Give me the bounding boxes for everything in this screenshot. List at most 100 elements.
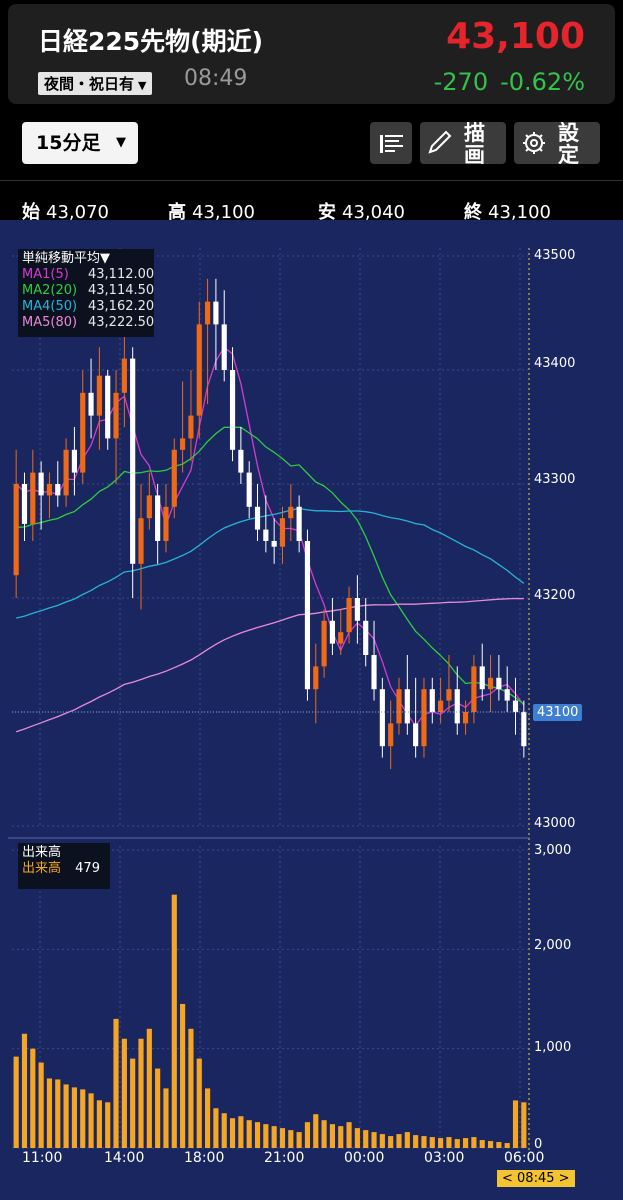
volume-bar (379, 1134, 385, 1148)
volume-bar (63, 1084, 69, 1148)
volume-bar (46, 1078, 53, 1148)
candle-body (487, 677, 494, 690)
volume-bar (13, 1056, 19, 1148)
change-value: -270 (433, 68, 489, 96)
candle-body (205, 301, 211, 325)
candle-body (55, 484, 61, 496)
candle-body (180, 438, 186, 450)
quote-time: 08:49 (184, 66, 248, 91)
high-value: 43,100 (192, 202, 255, 223)
candle-body (329, 620, 335, 644)
volume-bar (254, 1122, 261, 1148)
ma-name: MA5(80) (22, 315, 78, 330)
volume-bar (130, 1058, 136, 1148)
candle-body (288, 506, 294, 519)
candle-body (263, 529, 269, 541)
high-label: 高 (168, 202, 186, 223)
price-tick: 43300 (534, 472, 576, 487)
session-selector[interactable]: 夜間・祝日有 ▼ (38, 72, 153, 95)
instrument-title: 日経225先物(期近) (38, 27, 264, 56)
volume-bar (413, 1135, 419, 1148)
volume-bar (346, 1122, 352, 1148)
candle-body (96, 375, 102, 416)
timeframe-label: 15分足 (36, 132, 101, 154)
quote-header: 日経225先物(期近) 43,100 夜間・祝日有 ▼ 08:49 -270 -0.… (8, 4, 615, 104)
volume-bar (329, 1124, 335, 1148)
price-change: -270 -0.62% (434, 68, 585, 96)
candle-body (121, 358, 127, 393)
candle-body (404, 689, 410, 724)
price-tick: 43500 (534, 248, 576, 263)
candle-body (313, 666, 319, 690)
volume-tick: 1,000 (534, 1040, 572, 1055)
volume-bar (304, 1122, 311, 1148)
ma-name: MA1(5) (22, 267, 69, 282)
volume-bar (354, 1128, 360, 1148)
candle-body (446, 689, 452, 701)
candle-body (30, 472, 36, 524)
volume-bar (338, 1126, 344, 1148)
volume-bar (396, 1134, 402, 1148)
gear-icon (523, 132, 545, 154)
time-tick: 14:00 (104, 1150, 145, 1166)
candle-body (379, 689, 385, 747)
settings-button[interactable]: 設定 (514, 122, 600, 164)
candle-body (46, 484, 53, 496)
ma-legend-item: MA4(50) 43,162.20 (22, 299, 154, 315)
timeframe-selector[interactable]: 15分足 ▼ (22, 122, 138, 164)
candle-body (463, 712, 469, 724)
chart-area[interactable] (0, 220, 623, 1200)
ma-value: 43,222.50 (88, 315, 155, 330)
time-tick: 21:00 (264, 1150, 305, 1166)
volume-bar (238, 1116, 244, 1148)
volume-bar (205, 1088, 211, 1148)
ma-name: MA4(50) (22, 299, 78, 314)
low-label: 安 (318, 202, 336, 223)
volume-bar (113, 1018, 119, 1148)
ma-legend-item: MA5(80) 43,222.50 (22, 315, 154, 331)
volume-tick: 2,000 (534, 938, 572, 953)
ohlc-high: 高 43,100 (168, 198, 255, 224)
volume-bar (279, 1128, 286, 1148)
indicator-list-button[interactable] (370, 122, 412, 164)
list-icon (380, 135, 403, 153)
volume-bar (429, 1137, 435, 1148)
volume-bar (121, 1038, 127, 1148)
candle-body (421, 689, 427, 747)
volume-label: 出来高 (22, 861, 62, 876)
ma-legend-item: MA2(20) 43,114.50 (22, 283, 154, 299)
candle-body (238, 449, 244, 473)
candle-body (188, 415, 194, 439)
candle-body (130, 358, 136, 564)
volume-bar (88, 1093, 94, 1148)
draw-button[interactable]: 描画 (420, 122, 506, 164)
candle-body (279, 518, 286, 547)
time-tick: 11:00 (22, 1150, 63, 1166)
volume-bar (321, 1120, 327, 1148)
candle-body (38, 472, 44, 496)
candle-body (221, 324, 227, 370)
low-value: 43,040 (342, 202, 405, 223)
volume-legend-title: 出来高 (22, 845, 62, 860)
ma-legend[interactable]: 単純移動平均▼ MA1(5) 43,112.00 MA2(20) 43,114.50… (18, 249, 154, 337)
candle-body (21, 484, 28, 524)
candle-body (346, 598, 352, 633)
volume-bar (171, 894, 177, 1148)
candle-body (454, 689, 460, 724)
price-tick: 43000 (534, 816, 576, 831)
time-tick: 18:00 (184, 1150, 225, 1166)
candle-body (254, 506, 261, 530)
volume-bar (263, 1124, 269, 1148)
volume-bar (454, 1139, 460, 1148)
candle-body (229, 370, 236, 450)
ma-legend-item: MA1(5) 43,112.00 (22, 267, 154, 283)
ohlc-low: 安 43,040 (318, 198, 405, 224)
volume-bar (421, 1136, 427, 1148)
volume-bar (21, 1033, 28, 1148)
ma-value: 43,112.00 (88, 267, 155, 282)
time-tick: 06:00 (504, 1150, 545, 1166)
volume-bar (105, 1102, 111, 1148)
chevron-down-icon: ▼ (138, 79, 147, 92)
candle-body (396, 689, 402, 724)
